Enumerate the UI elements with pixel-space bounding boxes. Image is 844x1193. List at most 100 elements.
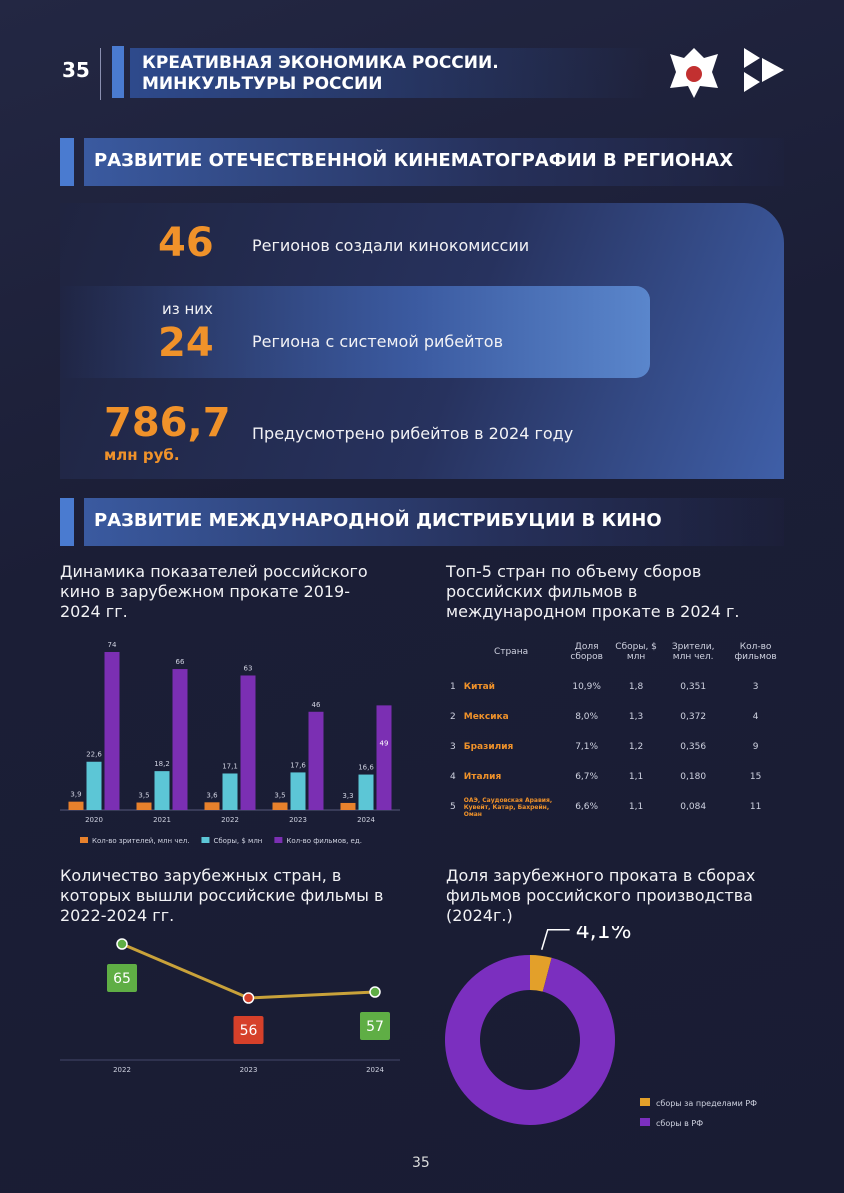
value-label: 4,1% bbox=[576, 926, 632, 944]
table-cell: 8,0% bbox=[575, 712, 599, 722]
bar bbox=[272, 802, 288, 810]
bar bbox=[172, 669, 188, 810]
bar bbox=[358, 774, 374, 810]
x-tick-label: 2020 bbox=[85, 816, 103, 824]
table-cell: Бразилия bbox=[463, 742, 514, 752]
legend-swatch bbox=[640, 1098, 650, 1106]
x-tick-label: 2022 bbox=[113, 1066, 131, 1074]
highlight bbox=[60, 286, 650, 378]
value-label: 17,6 bbox=[290, 761, 306, 769]
accent-bar bbox=[112, 46, 124, 98]
x-tick-label: 2022 bbox=[221, 816, 239, 824]
value-label: 66 bbox=[176, 658, 185, 666]
x-tick-label: 2023 bbox=[289, 816, 307, 824]
value-label: 63 bbox=[244, 664, 253, 672]
table-row: 2 Мексика 8,0% 1,3 0,372 4 bbox=[446, 702, 786, 732]
header-title-line: КРЕАТИВНАЯ ЭКОНОМИКА РОССИИ. bbox=[142, 53, 499, 73]
table-cell: 6,7% bbox=[575, 772, 599, 782]
stat-value: 786,7 bbox=[104, 400, 231, 446]
chart-title: Динамика показателей российского кино в … bbox=[60, 562, 368, 621]
bar bbox=[222, 773, 238, 810]
table-cell: 4 bbox=[752, 712, 759, 722]
table-cell: 10,9% bbox=[572, 682, 601, 692]
legend-label: сборы в РФ bbox=[656, 1119, 703, 1128]
table-row: 1 Китай 10,9% 1,8 0,351 3 bbox=[446, 672, 786, 702]
label-box bbox=[107, 964, 137, 992]
logo bbox=[744, 48, 784, 92]
header-cell: Страна bbox=[493, 647, 529, 657]
donut-segment bbox=[530, 955, 552, 992]
table-cell: 6,6% bbox=[575, 802, 599, 812]
page-number: 35 bbox=[62, 58, 90, 82]
table-cell: 0,084 bbox=[680, 802, 707, 812]
accent-bar bbox=[60, 138, 74, 186]
section-title: РАЗВИТИЕ ОТЕЧЕСТВЕННОЙ КИНЕМАТОГРАФИИ В … bbox=[84, 138, 784, 186]
stat-unit: млн руб. bbox=[104, 446, 180, 464]
value-label: 16,6 bbox=[358, 764, 374, 772]
header-cell: Зрители, млн чел. bbox=[671, 642, 715, 662]
value-label: 65 bbox=[113, 971, 131, 987]
bar bbox=[240, 675, 256, 810]
table-cell: Китай bbox=[463, 682, 495, 692]
table-cell: 0,180 bbox=[680, 772, 707, 782]
chart-title: Количество зарубежных стран, в которых в… bbox=[60, 866, 384, 925]
table-cell: 11 bbox=[749, 802, 762, 812]
table-cell: 1 bbox=[450, 682, 456, 692]
table-cell: 1,1 bbox=[628, 802, 644, 812]
table-cell: 3 bbox=[450, 742, 456, 752]
table-row: 4 Италия 6,7% 1,1 0,180 15 bbox=[446, 762, 786, 792]
table-cell: 1,8 bbox=[628, 682, 644, 692]
value-label: 3,9 bbox=[70, 791, 81, 799]
stat-text: Регионов создали кинокомиссии bbox=[252, 236, 530, 255]
bar bbox=[340, 802, 356, 810]
section-title: РАЗВИТИЕ МЕЖДУНАРОДНОЙ ДИСТРИБУЦИИ В КИН… bbox=[84, 498, 784, 546]
header-cell bbox=[446, 632, 460, 672]
bar bbox=[154, 771, 170, 810]
value-label: 56 bbox=[240, 1023, 258, 1039]
header-title: КРЕАТИВНАЯ ЭКОНОМИКА РОССИИ. МИНКУЛЬТУРЫ… bbox=[130, 48, 650, 98]
value-label: 49 bbox=[380, 739, 389, 747]
leader-line bbox=[540, 929, 570, 950]
table-cell: 1,2 bbox=[628, 742, 644, 752]
bar bbox=[204, 802, 220, 810]
bar bbox=[290, 772, 306, 810]
value-label: 3,3 bbox=[342, 792, 353, 800]
table-cell: 7,1% bbox=[575, 742, 599, 752]
line-chart: 65 2022 56 2023 57 2024 bbox=[60, 938, 400, 1074]
table-cell: 0,356 bbox=[680, 742, 707, 752]
table: Страна Доля сборов Сборы, $ млн Зрители, мл… bbox=[446, 632, 786, 822]
value-label: 22,6 bbox=[86, 751, 102, 759]
table-cell: 4 bbox=[450, 772, 456, 782]
value-label: 3,5 bbox=[138, 792, 149, 800]
chart-title: Доля зарубежного проката в сборах фильмо… bbox=[446, 866, 756, 925]
value-label: 46 bbox=[312, 701, 321, 709]
table-cell: Мексика bbox=[463, 712, 509, 722]
x-tick-label: 2021 bbox=[153, 816, 171, 824]
value-label: 3,5 bbox=[274, 792, 285, 800]
table-cell: 0,372 bbox=[680, 712, 707, 722]
value-label: 18,2 bbox=[154, 760, 170, 768]
table-cell: 3 bbox=[752, 682, 759, 692]
stat-text: Региона с системой рибейтов bbox=[252, 332, 504, 351]
value-label: 57 bbox=[366, 1019, 384, 1035]
x-tick-label: 2023 bbox=[240, 1066, 258, 1074]
table-cell: 2 bbox=[450, 712, 456, 722]
bar bbox=[68, 801, 84, 810]
legend-label: сборы за пределами РФ bbox=[656, 1099, 757, 1108]
point bbox=[242, 992, 255, 1004]
header-cell: Кол-во фильмов bbox=[734, 642, 777, 662]
accent-bar bbox=[60, 498, 74, 546]
donut-segment bbox=[445, 955, 615, 1125]
bar bbox=[104, 652, 120, 810]
footer-page-number: 35 bbox=[412, 1155, 430, 1171]
stat-value: 46 bbox=[158, 220, 214, 266]
table-cell: 5 bbox=[450, 802, 456, 812]
separator bbox=[100, 48, 101, 100]
bar bbox=[86, 761, 102, 810]
label-box bbox=[360, 1012, 390, 1040]
legend-label: Сборы, $ млн bbox=[213, 837, 262, 845]
table-cell: 1,1 bbox=[628, 772, 644, 782]
header-cell: Доля сборов bbox=[570, 642, 603, 662]
table-row: 3 Бразилия 7,1% 1,2 0,356 9 bbox=[446, 732, 786, 762]
table-cell: Италия bbox=[463, 772, 502, 782]
